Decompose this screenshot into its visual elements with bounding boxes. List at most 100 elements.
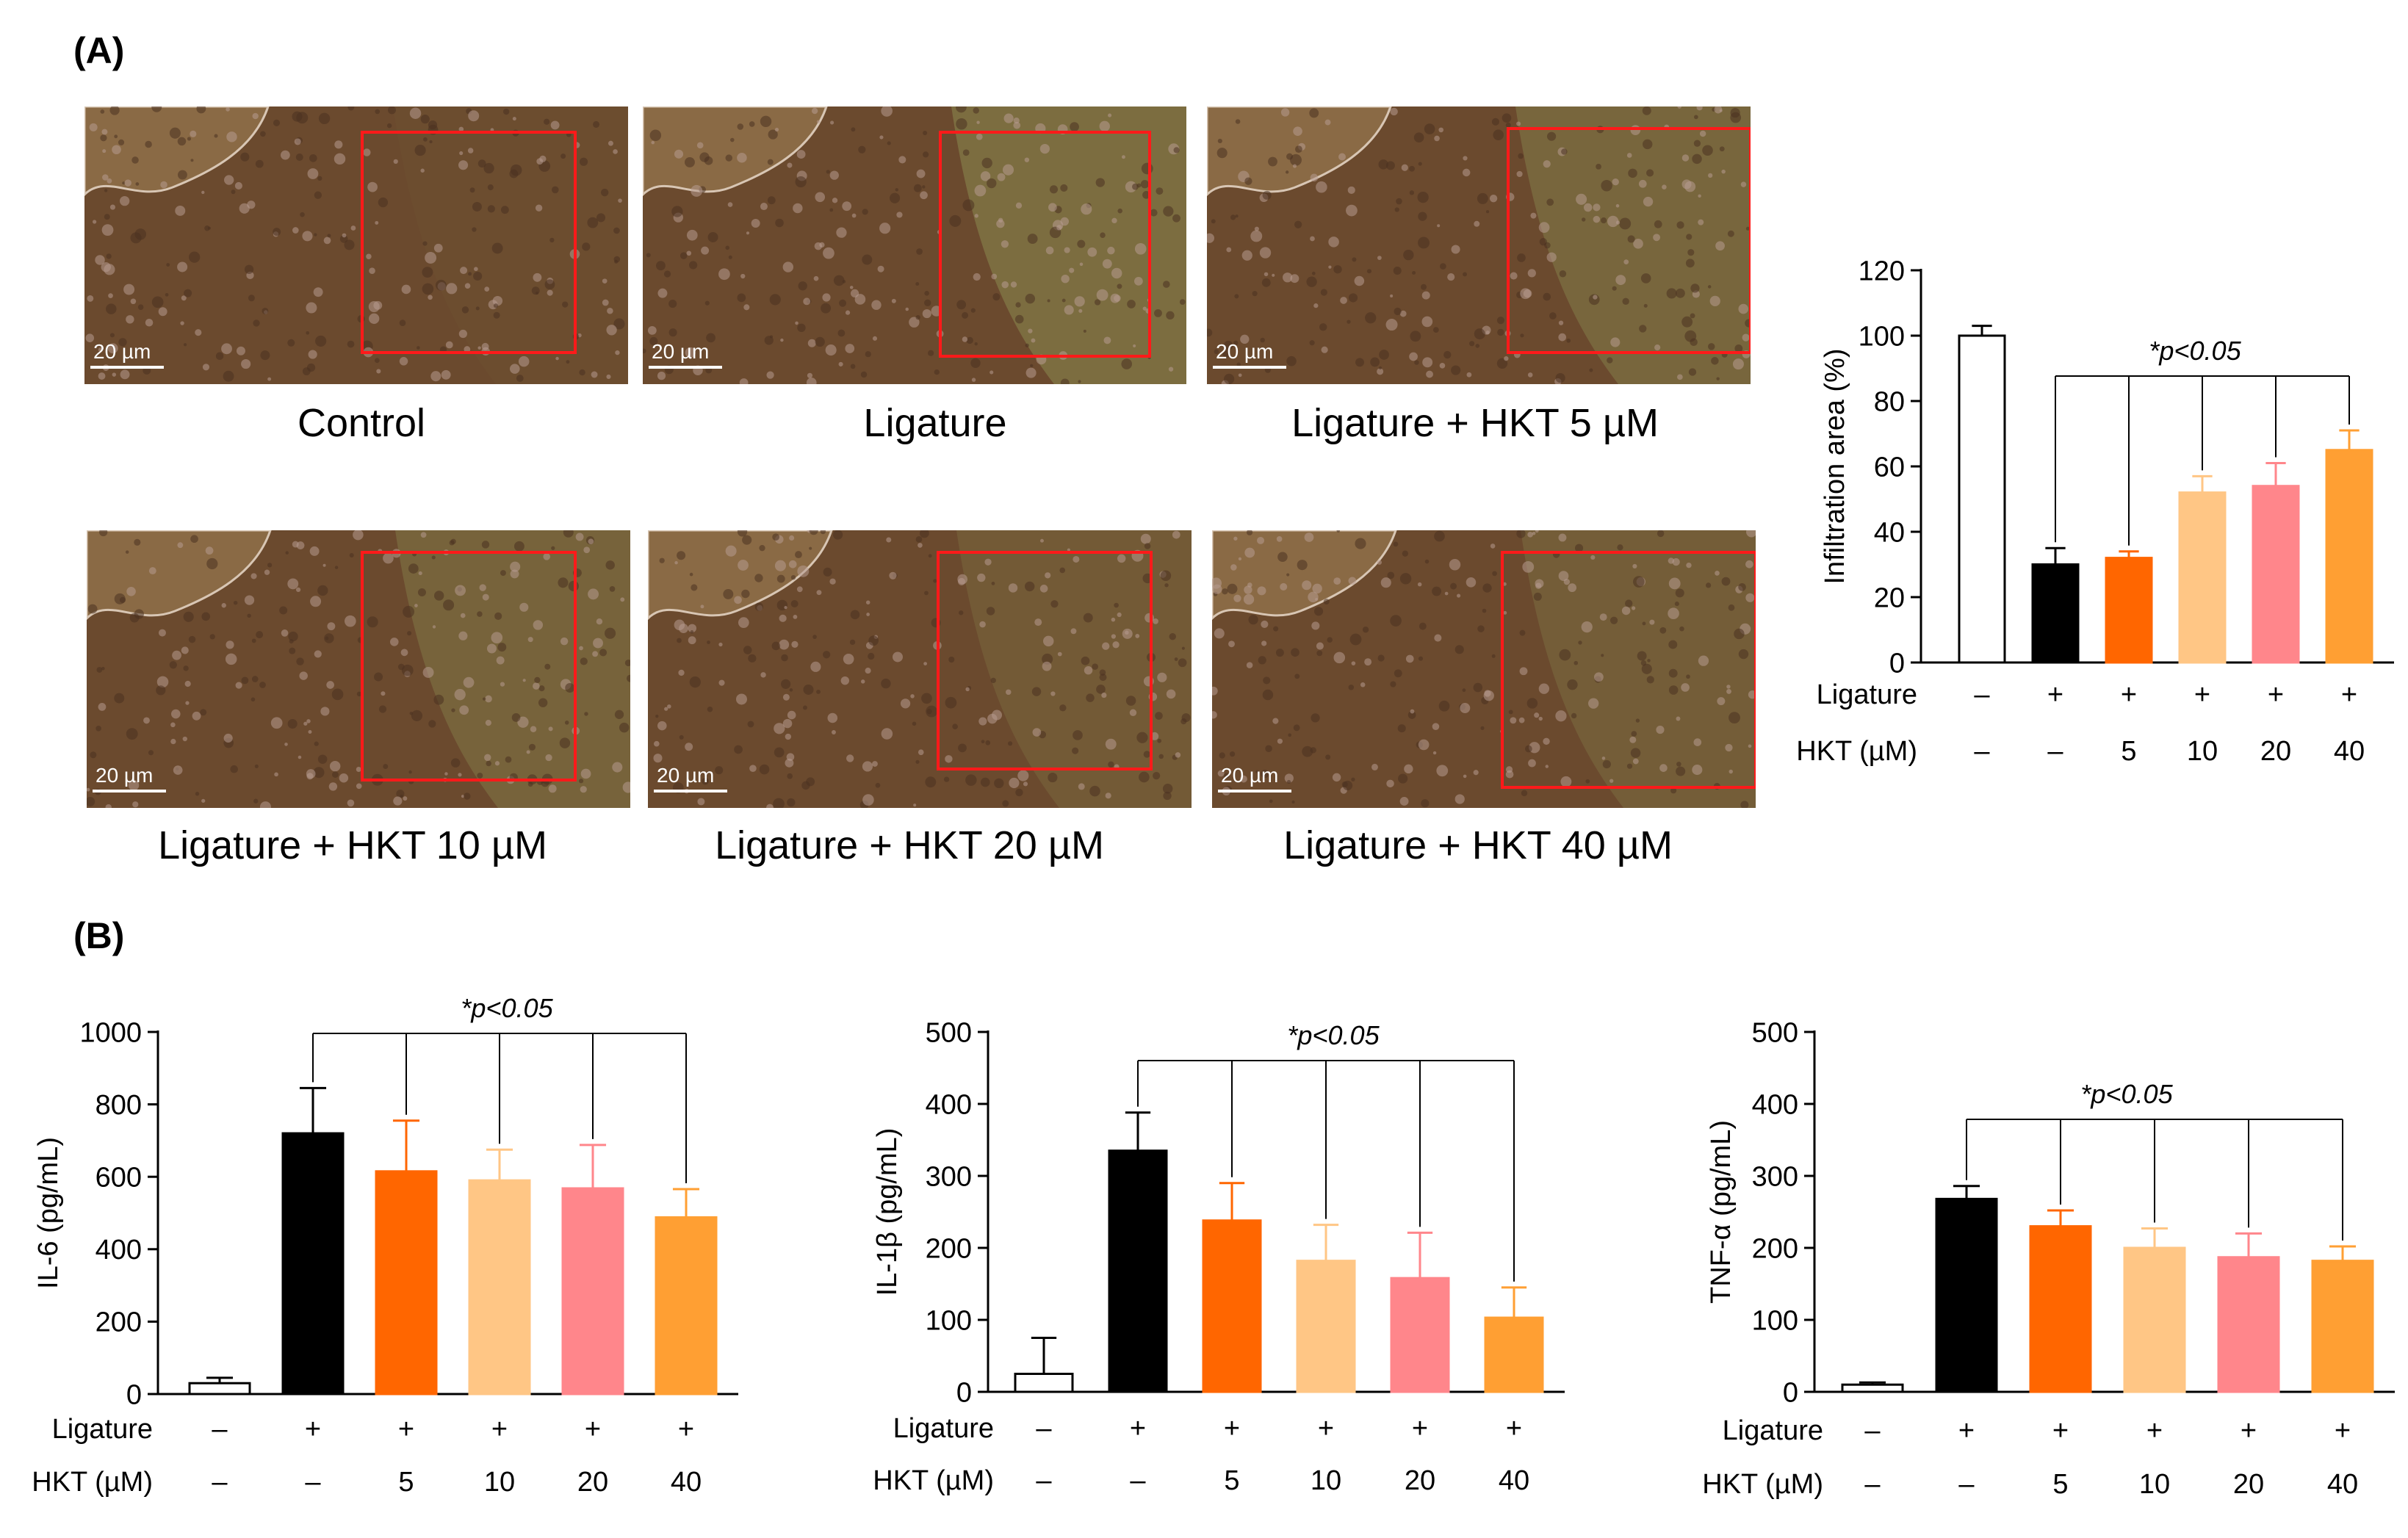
caption-control: Control xyxy=(297,401,426,445)
bar xyxy=(1390,1277,1450,1393)
caption-hkt20: Ligature + HKT 20 µM xyxy=(715,823,1104,867)
tooth-structure xyxy=(648,530,833,621)
bar xyxy=(281,1132,345,1396)
ligature-sign: + xyxy=(2268,679,2284,710)
bar xyxy=(561,1187,624,1396)
y-tick-label: 60 xyxy=(1874,452,1905,483)
hkt-dose: 10 xyxy=(2187,736,2218,767)
hkt-dose: 40 xyxy=(2334,736,2365,767)
cleared-area xyxy=(395,530,630,808)
row-label-ligature: Ligature xyxy=(893,1413,994,1444)
roi-box xyxy=(361,131,577,354)
bar xyxy=(2252,485,2300,664)
ligature-sign: + xyxy=(2335,1415,2351,1446)
row-label-hkt: HKT (µM) xyxy=(32,1467,153,1498)
ligature-sign: + xyxy=(2194,679,2210,710)
hkt-dose: 5 xyxy=(2121,736,2136,767)
bar xyxy=(468,1179,531,1396)
y-tick-label: 400 xyxy=(95,1235,142,1266)
ligature-sign: – xyxy=(1974,679,1990,710)
micrograph-hkt5: 20 µm xyxy=(1207,106,1751,384)
hkt-dose: 20 xyxy=(1405,1465,1435,1496)
micrograph-hkt40: 20 µm xyxy=(1212,530,1756,808)
hkt-dose: 5 xyxy=(1224,1465,1239,1496)
roi-box xyxy=(937,551,1153,770)
bar xyxy=(1958,334,2006,664)
y-tick-label: 300 xyxy=(926,1161,972,1192)
ligature-sign: – xyxy=(1036,1413,1052,1444)
bar xyxy=(2123,1246,2186,1393)
ligature-sign: + xyxy=(1506,1413,1522,1444)
scale-bar-label: 20 µm xyxy=(652,340,709,363)
significance-label: *p<0.05 xyxy=(2080,1079,2173,1109)
bar xyxy=(655,1216,718,1396)
y-tick-label: 20 xyxy=(1874,582,1905,613)
cleared-area xyxy=(393,106,628,384)
hkt-dose: 10 xyxy=(1311,1465,1341,1496)
scale-bar-label: 20 µm xyxy=(1221,764,1278,787)
cleared-area xyxy=(951,106,1186,384)
tooth-structure xyxy=(87,530,272,621)
hkt-dose: – xyxy=(2047,736,2063,767)
bar xyxy=(2325,449,2373,664)
bar xyxy=(2031,563,2080,664)
ligature-sign: + xyxy=(305,1414,321,1445)
significance-label: *p<0.05 xyxy=(1287,1020,1380,1050)
panel-a-label: (A) xyxy=(73,30,125,71)
y-tick-label: 200 xyxy=(95,1307,142,1338)
y-axis-label: IL-6 (pg/mL) xyxy=(33,1137,64,1289)
y-axis-label: Infiltration area (%) xyxy=(1820,348,1850,584)
hkt-dose: 40 xyxy=(1499,1465,1529,1496)
y-tick-label: 400 xyxy=(926,1089,972,1120)
hkt-dose: 20 xyxy=(2233,1469,2264,1500)
y-tick-label: 1000 xyxy=(79,1017,142,1048)
hkt-dose: – xyxy=(1036,1465,1052,1496)
bar xyxy=(1935,1197,1998,1393)
ligature-sign: + xyxy=(2341,679,2357,710)
tooth-structure xyxy=(1212,530,1397,621)
ligature-sign: + xyxy=(2047,679,2063,710)
ligature-sign: + xyxy=(1318,1413,1334,1444)
significance-label: *p<0.05 xyxy=(2149,336,2241,366)
y-tick-label: 80 xyxy=(1874,386,1905,417)
ligature-sign: + xyxy=(1958,1415,1975,1446)
y-axis-label: TNF-α (pg/mL) xyxy=(1706,1120,1737,1304)
ligature-sign: – xyxy=(1864,1415,1881,1446)
hkt-dose: – xyxy=(305,1467,321,1498)
micrograph-ligature: 20 µm xyxy=(643,106,1186,384)
bar xyxy=(1841,1383,1904,1393)
roi-box xyxy=(1501,551,1756,789)
micrograph-hkt10: 20 µm xyxy=(87,530,630,808)
bar xyxy=(2178,491,2227,664)
y-tick-label: 200 xyxy=(926,1233,972,1264)
ligature-sign: + xyxy=(1224,1413,1240,1444)
scale-bar-label: 20 µm xyxy=(1216,340,1273,363)
hkt-dose: 20 xyxy=(577,1467,608,1498)
bar xyxy=(1484,1316,1544,1393)
caption-hkt40: Ligature + HKT 40 µM xyxy=(1283,823,1673,867)
ligature-sign: + xyxy=(2146,1415,2163,1446)
chart-infiltration: 0 20 40 60 80 100 120 Infiltration area (%) *p<0… xyxy=(1792,250,2402,793)
tooth-structure xyxy=(643,106,828,197)
micrograph-hkt20: 20 µm xyxy=(648,530,1192,808)
hkt-dose: 5 xyxy=(398,1467,414,1498)
bar xyxy=(188,1382,251,1396)
y-tick-label: 0 xyxy=(1889,648,1905,679)
bar xyxy=(2105,557,2153,664)
y-axis-label: IL-1β (pg/mL) xyxy=(872,1128,903,1296)
row-label-ligature: Ligature xyxy=(1723,1415,1823,1446)
ligature-sign: + xyxy=(2121,679,2137,710)
hkt-dose: – xyxy=(1130,1465,1146,1496)
y-tick-label: 0 xyxy=(956,1377,972,1408)
hkt-dose: 20 xyxy=(2260,736,2291,767)
row-label-ligature: Ligature xyxy=(52,1414,153,1445)
tooth-structure xyxy=(84,106,270,197)
y-tick-label: 200 xyxy=(1752,1233,1798,1264)
y-tick-label: 500 xyxy=(1752,1017,1798,1048)
row-label-hkt: HKT (µM) xyxy=(873,1465,994,1496)
ligature-sign: + xyxy=(1130,1413,1146,1444)
caption-hkt5: Ligature + HKT 5 µM xyxy=(1291,401,1659,445)
bar xyxy=(2217,1256,2280,1393)
bar xyxy=(2029,1225,2092,1393)
ligature-sign: + xyxy=(398,1414,414,1445)
